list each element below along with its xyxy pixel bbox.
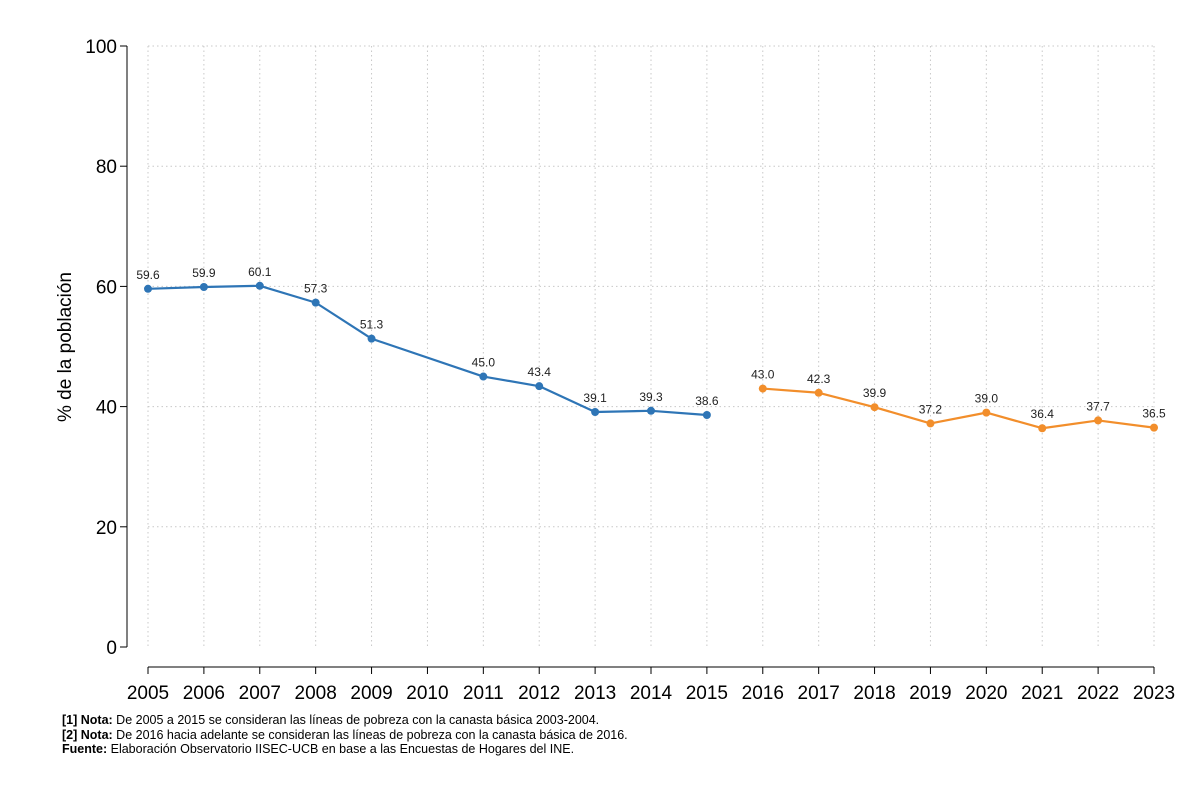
y-tick-label: 0 [106,638,117,659]
x-tick-label: 2007 [239,683,281,704]
data-label: 43.0 [751,368,775,382]
data-point [758,384,767,393]
data-point [647,406,655,415]
source-text: Elaboración Observatorio IISEC-UCB en ba… [107,742,575,756]
data-label: 39.1 [583,391,607,405]
note-1: [1] Nota: De 2005 a 2015 se consideran l… [62,713,628,728]
x-tick-label: 2006 [183,683,225,704]
data-label: 59.6 [136,268,160,282]
data-label: 39.9 [863,386,887,400]
x-tick-label: 2020 [965,683,1007,704]
series-line [762,387,1155,430]
grid [147,45,1155,647]
note-2-text: De 2016 hacia adelante se consideran las… [112,727,628,742]
y-tick-label: 80 [96,157,117,178]
y-tick-label: 20 [96,518,117,539]
footnotes: [1] Nota: De 2005 a 2015 se consideran l… [62,713,628,757]
data-label: 36.4 [1031,407,1055,421]
data-point [199,283,208,292]
data-label: 51.3 [360,318,384,332]
x-tick-label: 2019 [909,683,951,704]
note-2: [2] Nota: De 2016 hacia adelante se cons… [62,728,628,743]
note-2-label: [2] Nota: [62,727,113,742]
source-label: Fuente: [62,742,108,756]
data-label: 39.0 [975,392,999,406]
data-label: 37.7 [1086,399,1110,413]
x-tick-label: 2017 [798,683,840,704]
data-point [144,284,152,293]
data-label: 38.6 [695,394,719,408]
data-point [367,334,376,343]
data-point [255,281,264,290]
note-1-text: De 2005 a 2015 se consideran las líneas … [112,713,600,727]
data-label: 39.3 [639,390,663,404]
data-label: 59.9 [192,266,216,280]
series-layer: 59.6 59.9 60.1 57.3 51.3 45.0 43.4 39.1 39.3 38.6… [136,265,1166,433]
series-2: 43.0 42.3 39.9 37.2 39.0 36.4 37.7 36.5 [751,368,1166,433]
data-label: 36.5 [1142,407,1166,421]
data-label: 37.2 [919,402,943,416]
poverty-line-chart: 0 20 40 60 80 100 2005 2006 2007 2008 2009 2010 2011… [55,37,1175,704]
x-tick-label: 2014 [630,683,673,704]
data-label: 60.1 [248,265,272,279]
series-1: 59.6 59.9 60.1 57.3 51.3 45.0 43.4 39.1 39.3 38.6 [136,265,719,420]
y-tick-label: 40 [96,398,117,419]
x-tick-label: 2016 [742,683,784,704]
x-tick-label: 2023 [1133,683,1175,704]
x-tick-label: 2011 [463,683,504,704]
data-point [926,419,935,428]
data-point [1150,423,1158,432]
data-label: 43.4 [528,365,552,379]
data-point [535,382,544,391]
axes: 0 20 40 60 80 100 2005 2006 2007 2008 2009 2010 2011… [85,37,1175,704]
data-point [1094,416,1103,425]
x-tick-label: 2005 [127,683,169,704]
y-tick-label: 100 [85,37,117,58]
data-label: 42.3 [807,372,831,386]
y-tick-label: 60 [96,277,117,298]
data-point [479,372,488,381]
note-1-label: [1] Nota: [62,713,113,727]
data-point [702,411,711,420]
data-point [814,388,823,397]
data-point [591,408,600,417]
data-point [311,298,320,307]
x-tick-label: 2013 [574,683,616,704]
source-note: Fuente: Elaboración Observatorio IISEC-U… [62,742,628,757]
series-line [147,284,707,417]
x-tick-label: 2010 [406,683,448,704]
data-point [982,408,991,417]
data-label: 57.3 [304,282,328,296]
y-axis-label: % de la población [55,272,76,422]
x-tick-label: 2008 [295,683,337,704]
x-tick-label: 2018 [853,683,895,704]
data-label: 45.0 [472,356,496,370]
x-tick-label: 2022 [1077,683,1119,704]
x-tick-label: 2021 [1021,683,1063,704]
x-tick-label: 2009 [350,683,392,704]
x-tick-label: 2012 [518,683,560,704]
x-tick-label: 2015 [686,683,728,704]
data-point [870,403,879,412]
data-point [1038,424,1047,433]
